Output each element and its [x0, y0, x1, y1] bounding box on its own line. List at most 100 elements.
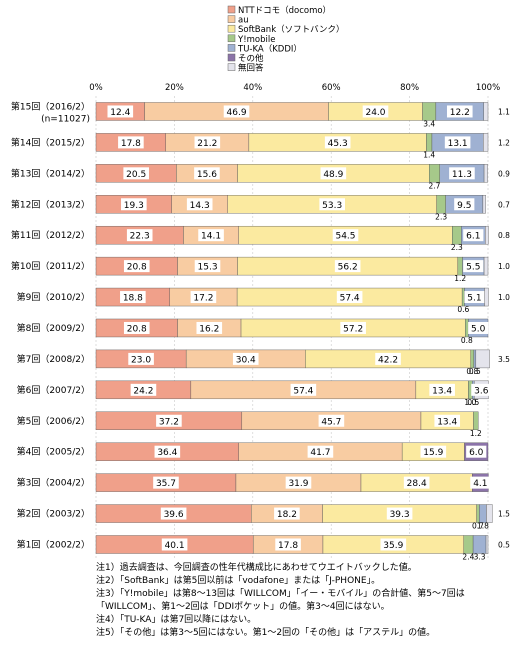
- category-label: 第3回（2004/2）: [17, 477, 90, 489]
- legend-label: 無回答: [238, 63, 264, 74]
- data-label: 57.4: [340, 294, 360, 304]
- data-label-small: 3.3: [474, 552, 486, 560]
- data-label: 14.1: [201, 232, 221, 242]
- bar-segment: [483, 164, 488, 183]
- data-label: 31.9: [288, 479, 308, 489]
- data-label-small: 1.0: [464, 398, 476, 407]
- data-label-small: 1.1: [498, 107, 510, 116]
- bar-segment: [485, 535, 489, 554]
- category-label: 第4回（2005/2）: [17, 446, 90, 458]
- category-label: 第2回（2003/2）: [17, 508, 90, 520]
- data-label-box: [123, 321, 150, 334]
- data-label-small: 1.4: [423, 150, 435, 159]
- category-label: 第8回（2009/2）: [17, 322, 90, 334]
- data-label-small: 1.5: [498, 510, 510, 519]
- data-label-box: [454, 198, 475, 211]
- data-label-box: [449, 167, 475, 180]
- data-label: 5.1: [467, 294, 481, 304]
- data-label-small: 1.2: [470, 429, 482, 438]
- data-label: 20.5: [126, 170, 146, 180]
- note-5: 注5）「その他」は第3〜5回にはない。第1〜2回の「その他」は「アステル」の値。: [96, 628, 436, 638]
- category-label: 第15回（2016/2）: [11, 100, 90, 112]
- legend-label: NTTドコモ（docomo）: [238, 5, 331, 16]
- bar-segment: [475, 349, 490, 369]
- data-label: 22.3: [130, 232, 150, 242]
- data-label-box: [223, 105, 250, 118]
- data-label: 28.4: [407, 479, 427, 489]
- data-label-box: [156, 414, 182, 427]
- data-label: 13.4: [437, 417, 457, 427]
- data-label-box: [190, 291, 217, 304]
- data-label: 46.9: [227, 108, 247, 118]
- note-3-continued: 「WILLCOM」、第1〜2回は「DDIポケット」の値。第3〜4回にはない。: [96, 602, 390, 612]
- data-label-box: [121, 198, 147, 211]
- data-label: 40.1: [165, 541, 185, 551]
- data-label: 35.9: [383, 541, 403, 551]
- bar-segment: [473, 411, 479, 430]
- note-4: 注4）「TU-KA」は第7回以降にはない。: [96, 615, 257, 625]
- data-label: 53.3: [322, 201, 342, 211]
- data-label-box: [194, 167, 220, 180]
- data-label-box: [160, 507, 187, 520]
- data-label-box: [334, 260, 361, 273]
- data-label-small: 0.5: [469, 367, 481, 376]
- data-label-box: [434, 414, 461, 427]
- data-label-small: 2.3: [451, 243, 463, 252]
- bar-segment: [483, 133, 489, 152]
- data-label-box: [403, 476, 430, 489]
- data-label-box: [336, 291, 363, 304]
- data-label: 56.2: [338, 263, 358, 273]
- data-label-box: [386, 507, 413, 520]
- data-label: 41.7: [310, 448, 330, 458]
- data-label-box: [324, 136, 351, 149]
- bar-segment: [486, 504, 493, 523]
- legend-label: TU-KA（KDDI）: [237, 43, 302, 54]
- data-label: 20.8: [127, 263, 147, 273]
- category-label: 第11回（2012/2）: [11, 229, 90, 241]
- bars: 12.4 46.9 24.0 12.2 3.4 1.1 17.8 21.2 45.3 13.1 1.…: [95, 102, 510, 560]
- data-label: 15.6: [197, 170, 217, 180]
- data-label-box: [446, 105, 473, 118]
- x-tick-label: 60%: [322, 83, 341, 93]
- data-label: 19.3: [124, 201, 144, 211]
- data-label-box: [464, 291, 485, 304]
- data-label-small: 0.5: [498, 540, 510, 549]
- legend-label: au: [238, 16, 249, 26]
- data-label-box: [194, 136, 221, 149]
- data-label-box: [375, 352, 401, 365]
- bar-segment: [463, 535, 474, 554]
- data-label-box: [362, 105, 389, 118]
- data-label: 18.2: [277, 510, 297, 520]
- bar-segment: [485, 225, 489, 245]
- legend-label: その他: [238, 53, 264, 64]
- data-label-box: [194, 260, 221, 273]
- data-label-box: [126, 229, 153, 242]
- data-label-box: [232, 352, 259, 365]
- data-label-box: [120, 291, 146, 304]
- data-label-small: 0.6: [457, 305, 469, 314]
- data-label-box: [466, 445, 487, 458]
- bar-segment: [484, 287, 489, 307]
- data-label: 3.6: [474, 386, 489, 396]
- legend-swatch: [227, 15, 236, 23]
- bar-segment: [483, 256, 489, 276]
- data-label-box: [128, 352, 154, 365]
- data-label: 4.1: [473, 479, 487, 489]
- data-label-box: [196, 321, 223, 334]
- data-label: 30.4: [236, 355, 256, 365]
- bar-segment: [473, 349, 477, 369]
- data-label: 11.3: [452, 170, 472, 180]
- data-label-box: [471, 383, 492, 396]
- bar-segment: [470, 349, 475, 369]
- data-label-small: 0.8: [498, 231, 510, 240]
- category-label: 第9回（2010/2）: [17, 291, 90, 303]
- data-label: 14.3: [190, 201, 210, 211]
- category-label: 第14回（2015/2）: [11, 136, 90, 148]
- data-label: 15.9: [423, 448, 443, 458]
- legend-swatch: [227, 24, 236, 33]
- x-tick-label: 20%: [165, 83, 184, 93]
- data-label-small: 0.8: [461, 336, 473, 345]
- data-label: 12.4: [110, 108, 130, 118]
- x-axis: 0% 20% 40% 60% 80% 100%: [89, 83, 500, 93]
- data-label-small: 1.8: [477, 522, 489, 531]
